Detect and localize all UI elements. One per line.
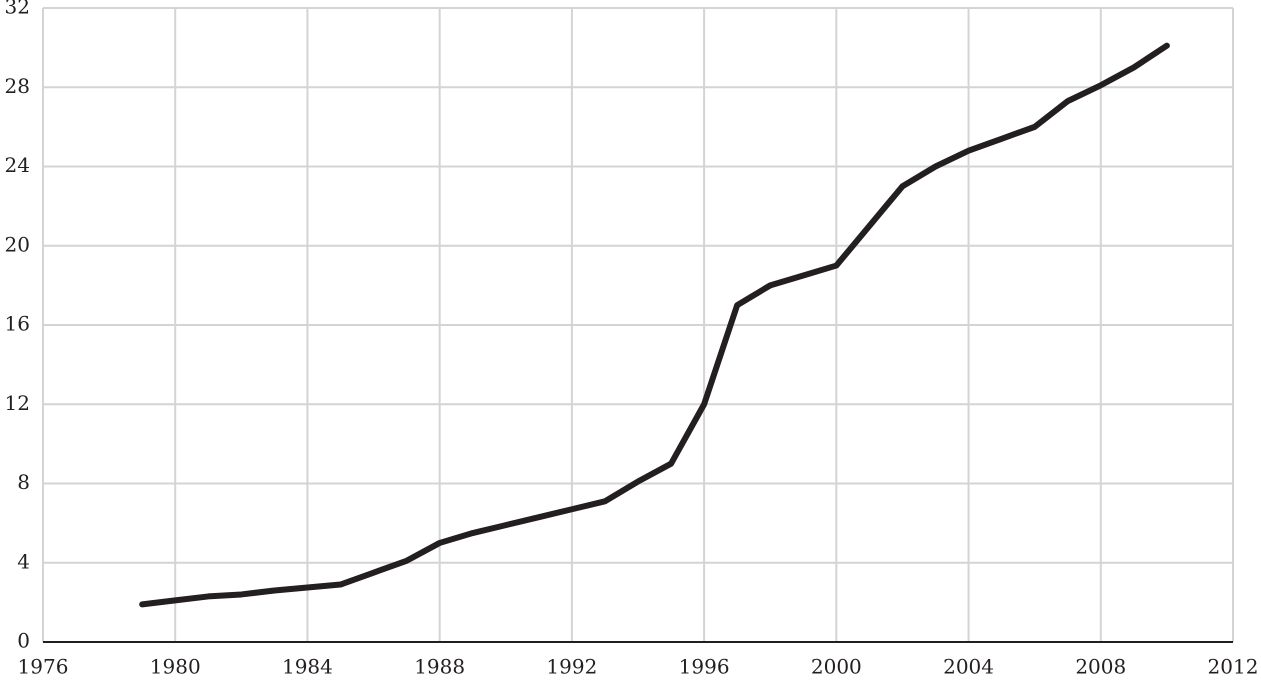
y-tick-label: 0 xyxy=(17,629,30,653)
data-line xyxy=(139,42,1170,608)
y-tick-label: 32 xyxy=(5,0,30,19)
x-tick-label: 1976 xyxy=(18,655,69,679)
y-tick-label: 4 xyxy=(17,549,30,573)
x-tick-label: 1992 xyxy=(546,655,597,679)
y-tick-label: 24 xyxy=(5,153,30,177)
x-tick-label: 2000 xyxy=(811,655,862,679)
x-tick-label: 1996 xyxy=(679,655,730,679)
x-tick-label: 1980 xyxy=(150,655,201,679)
x-tick-label: 2008 xyxy=(1075,655,1126,679)
y-tick-label: 28 xyxy=(5,74,30,98)
x-tick-label: 2012 xyxy=(1208,655,1259,679)
x-tick-label: 1988 xyxy=(414,655,465,679)
x-tick-label: 1984 xyxy=(282,655,333,679)
y-tick-label: 16 xyxy=(5,312,30,336)
y-tick-label: 20 xyxy=(5,232,30,256)
y-tick-label: 12 xyxy=(5,391,30,415)
x-tick-label: 2004 xyxy=(943,655,994,679)
y-tick-label: 8 xyxy=(17,470,30,494)
